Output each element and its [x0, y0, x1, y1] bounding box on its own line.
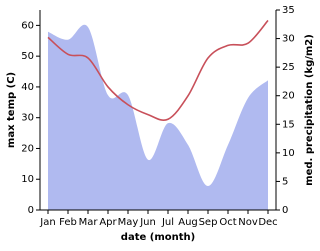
x-tick-label: Mar [79, 217, 99, 228]
y2-tick-label: 15 [282, 119, 295, 130]
y-tick-label: 40 [21, 82, 34, 93]
temp-line [47, 19, 269, 121]
x-tick-label: Nov [238, 217, 258, 228]
y-tick-label: 20 [21, 143, 34, 154]
x-tick-label: Apr [99, 217, 117, 228]
x-tick-label: May [118, 217, 139, 228]
precipitation-area [48, 24, 268, 210]
chart: date (month) max temp (C) med. precipita… [6, 5, 315, 243]
x-tick-label: Feb [59, 217, 77, 228]
y2-tick-label: 35 [282, 5, 295, 16]
y2-tick-label: 30 [282, 34, 295, 45]
x-tick-label: Oct [219, 217, 236, 228]
y-tick-label: 50 [21, 51, 34, 62]
x-tick-label: Dec [258, 217, 277, 228]
x-tick-label: Sep [199, 217, 218, 228]
y-tick-label: 60 [21, 20, 34, 31]
y-tick-label: 30 [21, 113, 34, 124]
x-tick-label: Aug [178, 217, 198, 228]
y-tick-label: 10 [21, 174, 34, 185]
y-tick-label: 0 [28, 205, 34, 216]
y2-tick-label: 20 [282, 91, 295, 102]
y2-tick-label: 25 [282, 62, 295, 73]
x-tick-label: Jun [139, 217, 156, 228]
y2-tick-label: 5 [282, 176, 288, 187]
y2-tick-label: 10 [282, 148, 295, 159]
x-tick-label: Jul [161, 217, 174, 228]
y-axis-label: max temp (C) [6, 72, 17, 148]
x-tick-label: Jan [39, 217, 55, 228]
y2-tick-label: 0 [282, 205, 288, 216]
x-axis-label: date (month) [121, 232, 195, 243]
y2-axis-label: med. precipitation (kg/m2) [304, 34, 315, 186]
